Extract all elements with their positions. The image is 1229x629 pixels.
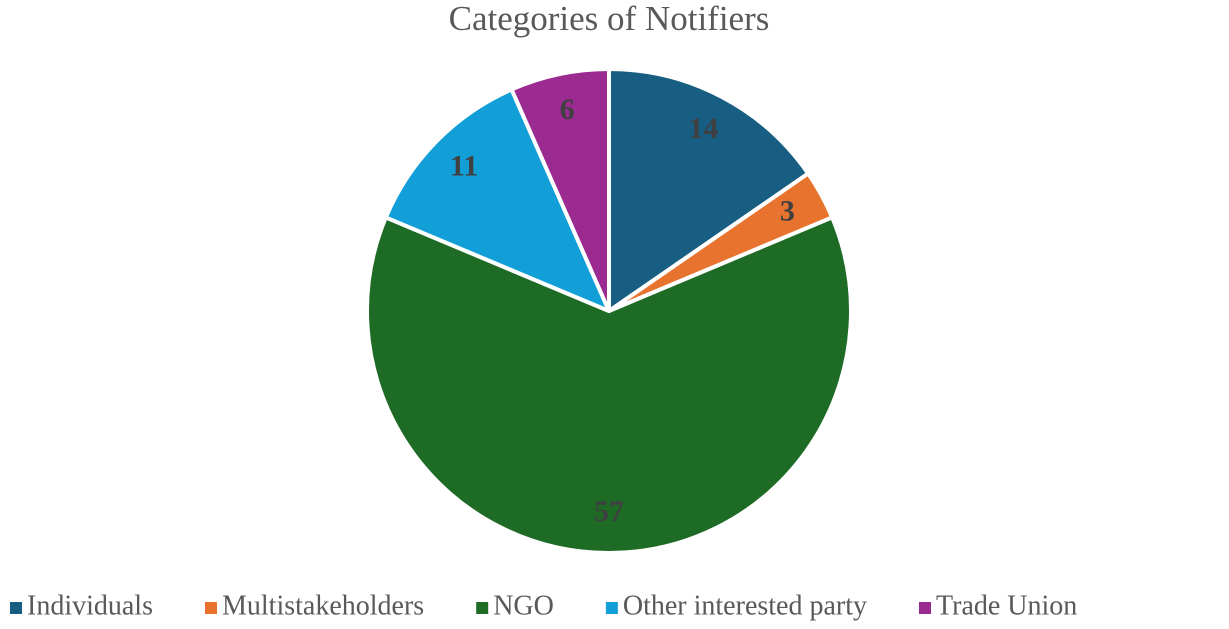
data-label: 14	[688, 112, 718, 145]
data-label: 3	[780, 194, 795, 227]
pie-slice	[509, 67, 611, 313]
legend-label: NGO	[493, 590, 554, 621]
pie-slice	[383, 87, 611, 313]
legend-label: Other interested party	[623, 590, 867, 621]
data-label: 6	[560, 93, 575, 126]
legend-swatch	[476, 602, 489, 614]
legend-label: Trade Union	[936, 590, 1077, 621]
legend-label: Individuals	[27, 590, 153, 621]
chart-title: Categories of Notifiers	[449, 0, 770, 38]
legend-swatch	[10, 602, 22, 614]
data-label: 11	[450, 149, 478, 182]
pie-slice	[607, 67, 811, 313]
data-label: 57	[594, 495, 624, 528]
pie-slice	[365, 215, 853, 555]
legend-swatch	[919, 602, 931, 614]
legend-swatch	[605, 602, 618, 614]
legend-swatch	[205, 602, 217, 614]
legend-label: Multistakeholders	[222, 590, 424, 621]
